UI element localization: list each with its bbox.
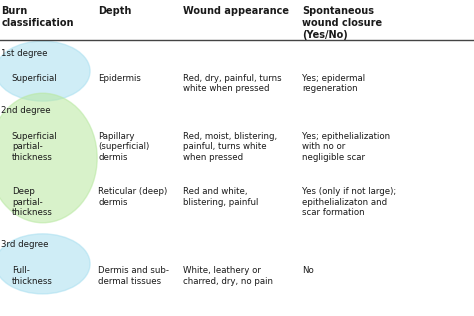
- Text: Dermis and sub-
dermal tissues: Dermis and sub- dermal tissues: [98, 266, 169, 286]
- Text: 2nd degree: 2nd degree: [1, 106, 51, 115]
- Text: Reticular (deep)
dermis: Reticular (deep) dermis: [98, 187, 167, 207]
- Ellipse shape: [0, 41, 90, 101]
- Text: Yes (only if not large);
epithelializaton and
scar formation: Yes (only if not large); epithelializato…: [302, 187, 396, 217]
- Text: Deep
partial-
thickness: Deep partial- thickness: [12, 187, 53, 217]
- Text: Epidermis: Epidermis: [98, 74, 141, 82]
- Text: White, leathery or
charred, dry, no pain: White, leathery or charred, dry, no pain: [183, 266, 273, 286]
- Text: No: No: [302, 266, 314, 275]
- Text: Depth: Depth: [98, 6, 131, 16]
- Text: Full-
thickness: Full- thickness: [12, 266, 53, 286]
- Ellipse shape: [0, 234, 90, 294]
- Text: 1st degree: 1st degree: [1, 49, 48, 58]
- Ellipse shape: [0, 93, 97, 223]
- Text: Yes; epidermal
regeneration: Yes; epidermal regeneration: [302, 74, 365, 93]
- Text: 3rd degree: 3rd degree: [1, 240, 49, 249]
- Text: Red, dry, painful, turns
white when pressed: Red, dry, painful, turns white when pres…: [183, 74, 282, 93]
- Text: Wound appearance: Wound appearance: [183, 6, 290, 16]
- Text: Superficial
partial-
thickness: Superficial partial- thickness: [12, 132, 57, 162]
- Text: Spontaneous
wound closure
(Yes/No): Spontaneous wound closure (Yes/No): [302, 6, 382, 40]
- Text: Burn
classification: Burn classification: [1, 6, 74, 28]
- Text: Yes; epithelialization
with no or
negligible scar: Yes; epithelialization with no or neglig…: [302, 132, 390, 162]
- Text: Red, moist, blistering,
painful, turns white
when pressed: Red, moist, blistering, painful, turns w…: [183, 132, 278, 162]
- Text: Superficial: Superficial: [12, 74, 57, 82]
- Text: Papillary
(superficial)
dermis: Papillary (superficial) dermis: [98, 132, 149, 162]
- Text: Red and white,
blistering, painful: Red and white, blistering, painful: [183, 187, 259, 207]
